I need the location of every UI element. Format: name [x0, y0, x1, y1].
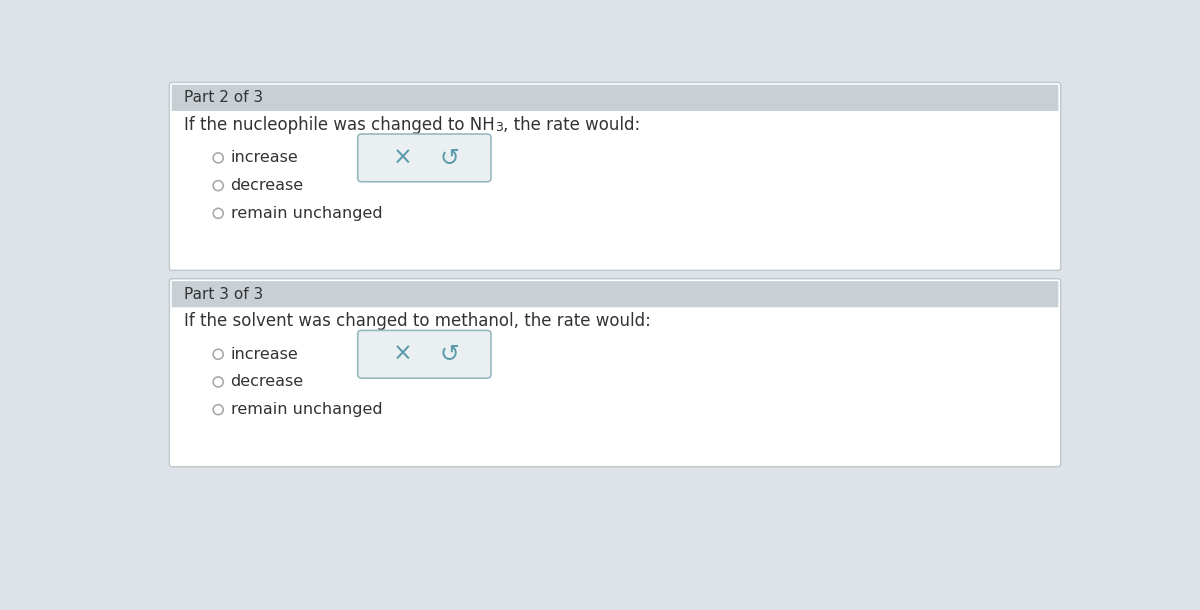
Text: If the solvent was changed to methanol, the rate would:: If the solvent was changed to methanol, …: [184, 312, 650, 330]
FancyBboxPatch shape: [358, 134, 491, 182]
FancyBboxPatch shape: [169, 82, 1061, 270]
FancyBboxPatch shape: [358, 331, 491, 378]
Text: ↺: ↺: [439, 342, 460, 366]
FancyBboxPatch shape: [169, 279, 1061, 467]
Text: remain unchanged: remain unchanged: [230, 206, 383, 221]
FancyBboxPatch shape: [172, 85, 1058, 111]
Text: 3: 3: [494, 121, 503, 134]
Text: ×: ×: [394, 342, 413, 366]
Text: Part 3 of 3: Part 3 of 3: [184, 287, 263, 302]
Text: decrease: decrease: [230, 375, 304, 389]
Text: increase: increase: [230, 151, 299, 165]
Text: , the rate would:: , the rate would:: [503, 116, 640, 134]
Text: remain unchanged: remain unchanged: [230, 402, 383, 417]
Text: decrease: decrease: [230, 178, 304, 193]
Text: ×: ×: [394, 146, 413, 170]
Text: ↺: ↺: [439, 146, 460, 170]
FancyBboxPatch shape: [172, 281, 1058, 307]
Text: Part 2 of 3: Part 2 of 3: [184, 90, 263, 106]
Text: If the nucleophile was changed to NH: If the nucleophile was changed to NH: [184, 116, 494, 134]
Text: increase: increase: [230, 346, 299, 362]
